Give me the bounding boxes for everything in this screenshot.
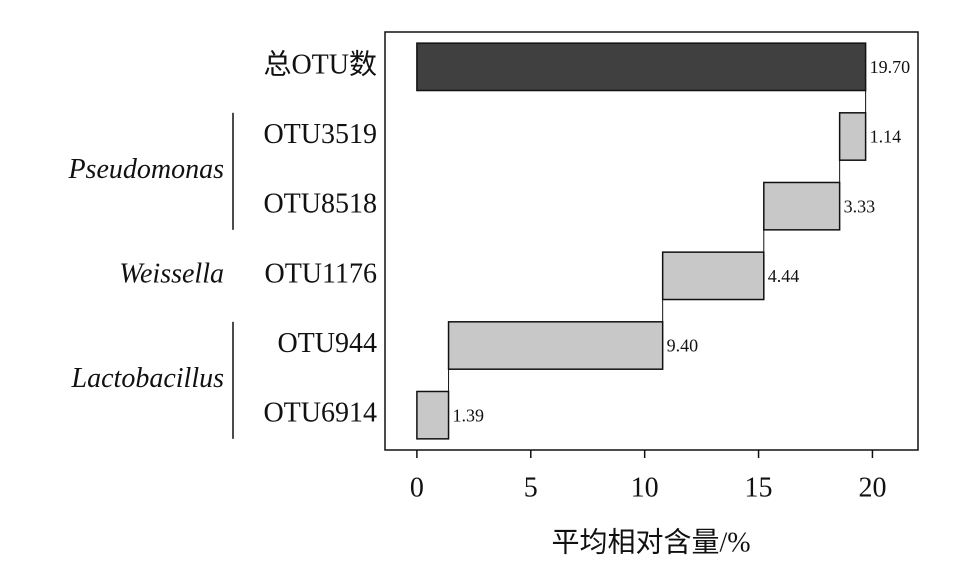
bar	[416, 390, 450, 440]
value-label: 3.33	[844, 196, 876, 216]
bar	[447, 321, 664, 370]
category-label: OTU8518	[263, 189, 377, 220]
group-label: Pseudomonas	[67, 154, 224, 185]
bar	[763, 181, 841, 231]
plot-frame	[384, 31, 919, 451]
value-label: 19.70	[870, 57, 911, 77]
x-tick-label: 5	[524, 472, 538, 503]
bar	[661, 251, 765, 301]
category-label: OTU6914	[263, 398, 377, 429]
x-axis-label: 平均相对含量/%	[551, 526, 750, 558]
value-label: 1.14	[870, 127, 902, 147]
category-label: OTU1176	[264, 258, 377, 289]
x-tick-label: 0	[410, 472, 424, 503]
value-label: 9.40	[667, 336, 699, 356]
value-label: 4.44	[768, 266, 800, 286]
x-tick-label: 10	[631, 472, 659, 503]
group-label: Lactobacillus	[71, 363, 225, 394]
category-label: OTU944	[277, 328, 377, 359]
x-tick-label: 15	[745, 472, 773, 503]
bar	[838, 112, 867, 161]
category-label: OTU3519	[263, 119, 377, 150]
bar	[416, 42, 867, 92]
category-label: 总OTU数	[263, 48, 377, 80]
x-tick-label: 20	[858, 472, 886, 503]
group-label: Weissella	[119, 258, 224, 289]
value-label: 1.39	[453, 405, 485, 425]
